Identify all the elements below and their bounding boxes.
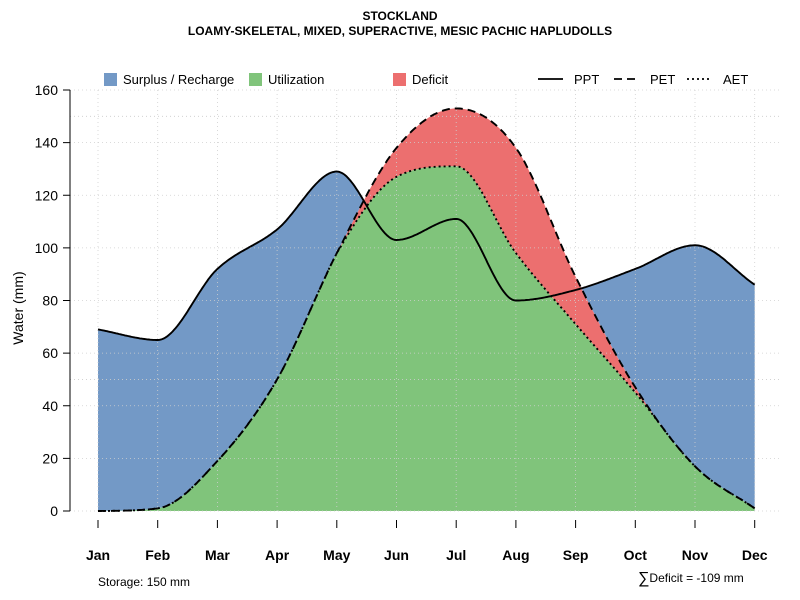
legend-swatch-0 [104, 73, 117, 86]
x-tick-label-7: Aug [502, 547, 529, 563]
x-tick-label-3: Apr [265, 547, 290, 563]
series-line-ppt [97, 170, 756, 341]
legend-label-0: Surplus / Recharge [123, 72, 234, 87]
deficit-note-text: Deficit = -109 mm [649, 571, 744, 585]
x-tick-label-2: Mar [205, 547, 230, 563]
chart-title: STOCKLAND [362, 9, 438, 23]
x-tick-label-10: Nov [682, 547, 709, 563]
y-tick-label-4: 80 [42, 293, 58, 309]
legend-line-label-aet: AET [723, 72, 748, 87]
x-tick-label-9: Oct [624, 547, 648, 563]
x-tick-label-1: Feb [145, 547, 170, 563]
deficit-note: ∑Deficit = -109 mm [638, 570, 744, 588]
x-tick-label-5: Jun [384, 547, 409, 563]
y-tick-label-3: 60 [42, 345, 58, 361]
y-tick-label-6: 120 [35, 187, 59, 203]
sigma-icon: ∑ [638, 570, 650, 587]
x-tick-label-11: Dec [742, 547, 768, 563]
chart-subtitle: LOAMY-SKELETAL, MIXED, SUPERACTIVE, MESI… [187, 24, 613, 38]
x-tick-label-6: Jul [446, 547, 466, 563]
storage-note: Storage: 150 mm [98, 575, 191, 589]
x-tick-label-0: Jan [86, 547, 110, 563]
y-tick-label-2: 40 [42, 398, 58, 414]
legend-swatch-1 [249, 73, 262, 86]
legend-line-label-pet: PET [650, 72, 675, 87]
legend-label-1: Utilization [268, 72, 324, 87]
utilization-area [98, 166, 755, 512]
x-tick-label-8: Sep [563, 547, 589, 563]
x-tick-label-4: May [323, 547, 350, 563]
y-tick-label-7: 140 [35, 135, 59, 151]
y-tick-label-0: 0 [50, 503, 58, 519]
legend-line-label-ppt: PPT [574, 72, 599, 87]
legend-swatch-2 [393, 73, 406, 86]
legend-label-2: Deficit [412, 72, 449, 87]
y-tick-label-1: 20 [42, 450, 58, 466]
surplus-recharge-area [98, 108, 755, 512]
y-tick-label-8: 160 [35, 82, 59, 98]
series-line-pet [98, 107, 756, 512]
y-tick-label-5: 100 [35, 240, 59, 256]
